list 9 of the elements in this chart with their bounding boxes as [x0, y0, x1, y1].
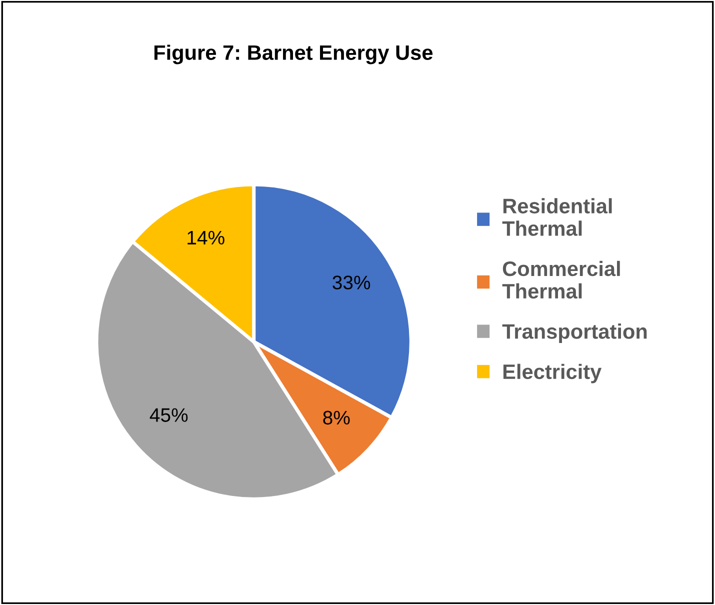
data-label: 45% [150, 408, 188, 422]
data-label: 33% [332, 276, 370, 290]
legend-label: Transportation [502, 324, 647, 343]
legend-label: Electricity [503, 364, 602, 384]
legend-label: Residential Thermal [502, 198, 612, 236]
data-label: 8% [323, 410, 350, 425]
chart-title: Figure 7: Barnet Energy Use [154, 44, 433, 64]
data-label: 14% [188, 230, 224, 244]
legend-label: Commercial Thermal [502, 260, 620, 299]
